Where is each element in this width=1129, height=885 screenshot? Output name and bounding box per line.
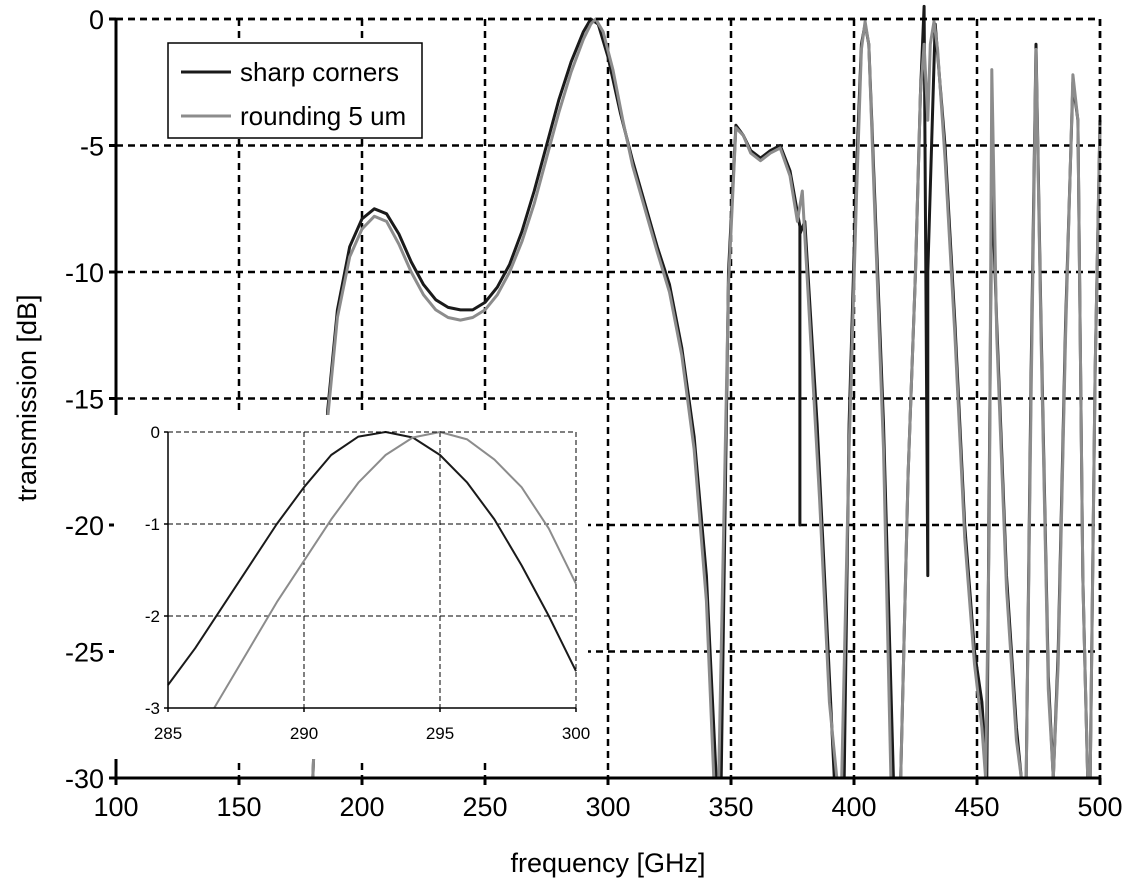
- x-tick-label: 400: [831, 792, 876, 822]
- x-tick-label: 100: [93, 792, 138, 822]
- main-plot: 100 150 200 250 300 350 400 450 5000-5-10-15-20-…: [12, 4, 1123, 878]
- x-tick-label: 200: [339, 792, 384, 822]
- x-tick-label: 300: [562, 724, 590, 743]
- y-axis-label: transmission [dB]: [12, 294, 42, 501]
- x-tick-label: 450: [954, 792, 999, 822]
- y-tick-label: -1: [145, 515, 160, 534]
- x-tick-label: 350: [708, 792, 753, 822]
- x-tick-label: 500: [1077, 792, 1122, 822]
- y-tick-label: -15: [65, 385, 104, 415]
- y-tick-label: -5: [80, 132, 104, 162]
- y-tick-label: 0: [89, 5, 104, 35]
- legend-label-sharp-corners: sharp corners: [240, 57, 399, 87]
- inset-series-group: [167, 431, 577, 709]
- y-tick-label: -30: [65, 764, 104, 794]
- y-tick-label: 0: [151, 423, 160, 442]
- series-line-0: [167, 431, 577, 686]
- x-tick-label: 300: [585, 792, 630, 822]
- y-tick-label: -2: [145, 607, 160, 626]
- x-tick-label: 285: [154, 724, 182, 743]
- main-axes: [109, 17, 1102, 785]
- inset-plot: 285 290 295 300 0 -1 -2 -3: [114, 415, 590, 759]
- inset-background: [114, 415, 588, 759]
- x-tick-label: 250: [462, 792, 507, 822]
- legend: sharp corners rounding 5 um: [167, 42, 423, 139]
- y-tick-label: -20: [65, 511, 104, 541]
- y-tick-label: -3: [145, 699, 160, 718]
- inset-axes: [164, 431, 577, 712]
- x-tick-label: 295: [426, 724, 454, 743]
- x-tick-label: 150: [216, 792, 261, 822]
- x-axis-label: frequency [GHz]: [510, 848, 705, 878]
- legend-box: [167, 42, 423, 139]
- x-tick-label: 290: [290, 724, 318, 743]
- inset-tick-labels: 285 290 295 300 0 -1 -2 -3: [145, 423, 590, 743]
- y-tick-label: -10: [65, 258, 104, 288]
- y-tick-label: -25: [65, 638, 104, 668]
- series-line-1: [213, 431, 577, 709]
- legend-label-rounding: rounding 5 um: [240, 101, 406, 131]
- main-tick-labels: 100 150 200 250 300 350 400 450 5000-5-10-15-20-…: [65, 5, 1123, 822]
